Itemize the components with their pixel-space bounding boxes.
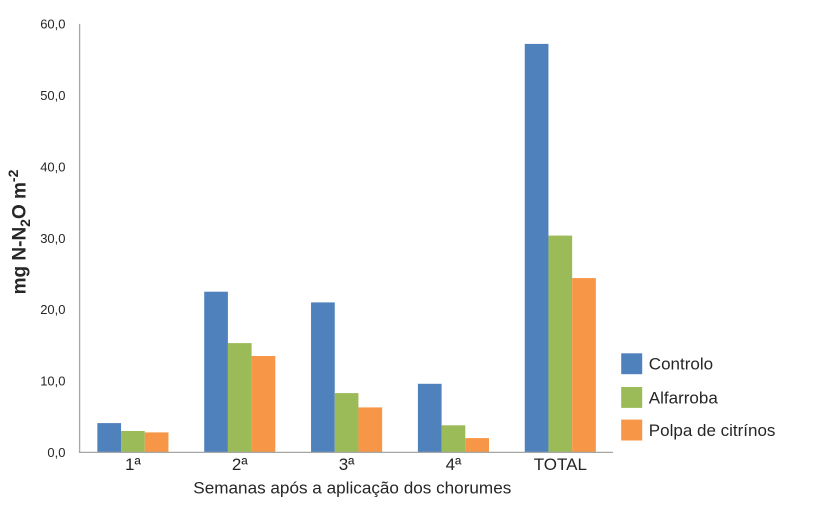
svg-text:Semanas após a aplicação dos c: Semanas após a aplicação dos chorumes — [193, 478, 511, 497]
svg-text:0,0: 0,0 — [47, 445, 65, 460]
svg-text:10,0: 10,0 — [40, 374, 65, 389]
svg-text:50,0: 50,0 — [40, 88, 65, 103]
svg-text:mg N-N2O m-2: mg N-N2O m-2 — [5, 169, 33, 294]
svg-text:3ª: 3ª — [339, 455, 355, 474]
svg-text:40,0: 40,0 — [40, 159, 65, 174]
svg-text:Polpa de citrínos: Polpa de citrínos — [649, 421, 776, 440]
svg-text:4ª: 4ª — [446, 455, 462, 474]
svg-text:Controlo: Controlo — [649, 355, 713, 374]
svg-text:20,0: 20,0 — [40, 302, 65, 317]
svg-text:TOTAL: TOTAL — [534, 455, 587, 474]
svg-text:30,0: 30,0 — [40, 231, 65, 246]
svg-text:Alfarroba: Alfarroba — [649, 388, 719, 407]
svg-text:60,0: 60,0 — [40, 17, 65, 32]
svg-text:1ª: 1ª — [125, 455, 141, 474]
svg-text:2ª: 2ª — [232, 455, 248, 474]
